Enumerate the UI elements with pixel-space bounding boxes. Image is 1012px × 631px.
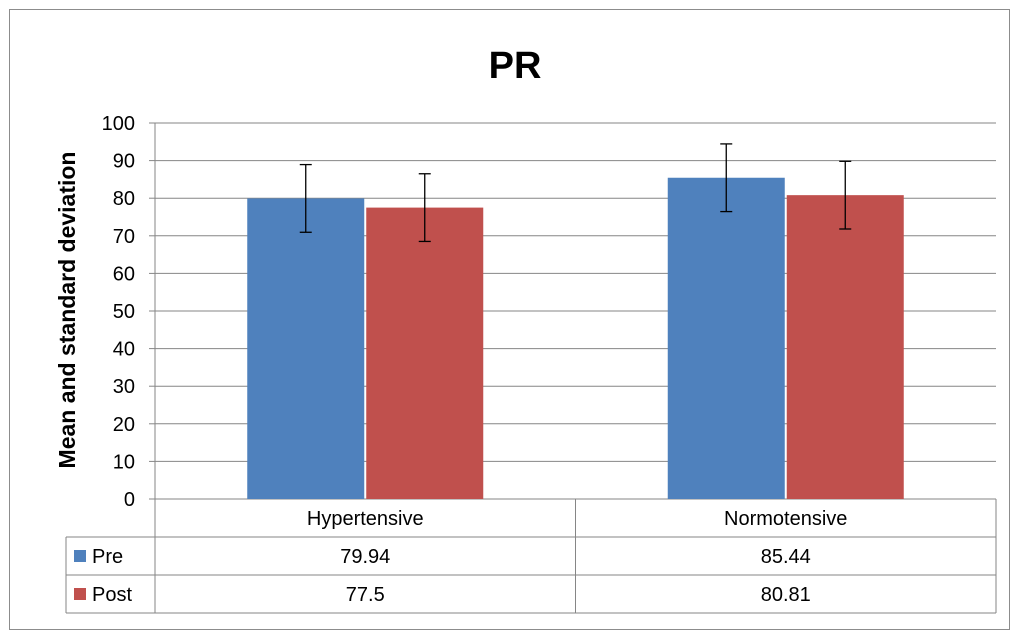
bar [247,198,365,499]
x-category-label: Normotensive [724,508,847,530]
y-tick-labels: 0 10 20 30 40 50 60 70 80 90 100 [102,113,135,511]
y-tick-label: 10 [113,451,135,473]
y-tick-label: 60 [113,263,135,285]
y-axis-label: Mean and standard deviation [54,152,80,469]
table-value-cell: 85.44 [761,546,811,568]
y-tick-label: 20 [113,414,135,436]
bars [247,177,904,499]
table-value-cell: 79.94 [340,546,390,568]
chart-frame [9,9,1010,630]
data-table: Hypertensive Normotensive Pre 79.94 85.44 Pos… [65,499,997,614]
legend-series-name: Pre [92,546,123,568]
y-tick-label: 80 [113,188,135,210]
bar [667,177,785,499]
table-value-cell: 80.81 [761,584,811,606]
table-value-cell: 77.5 [346,584,385,606]
y-tick-label: 40 [113,339,135,361]
y-tick-label: 100 [102,113,135,135]
y-tick-label: 90 [113,151,135,173]
y-tick-label: 30 [113,376,135,398]
y-tick-label: 0 [124,489,135,511]
bar [366,207,484,499]
y-tick-label: 50 [113,301,135,323]
legend-swatch [74,588,86,600]
y-tick-label: 70 [113,226,135,248]
chart-title: PR [489,45,542,87]
bar [786,195,904,499]
x-category-label: Hypertensive [307,508,424,530]
legend-swatch [74,550,86,562]
legend-series-name: Post [92,584,132,606]
error-bars [299,143,852,243]
